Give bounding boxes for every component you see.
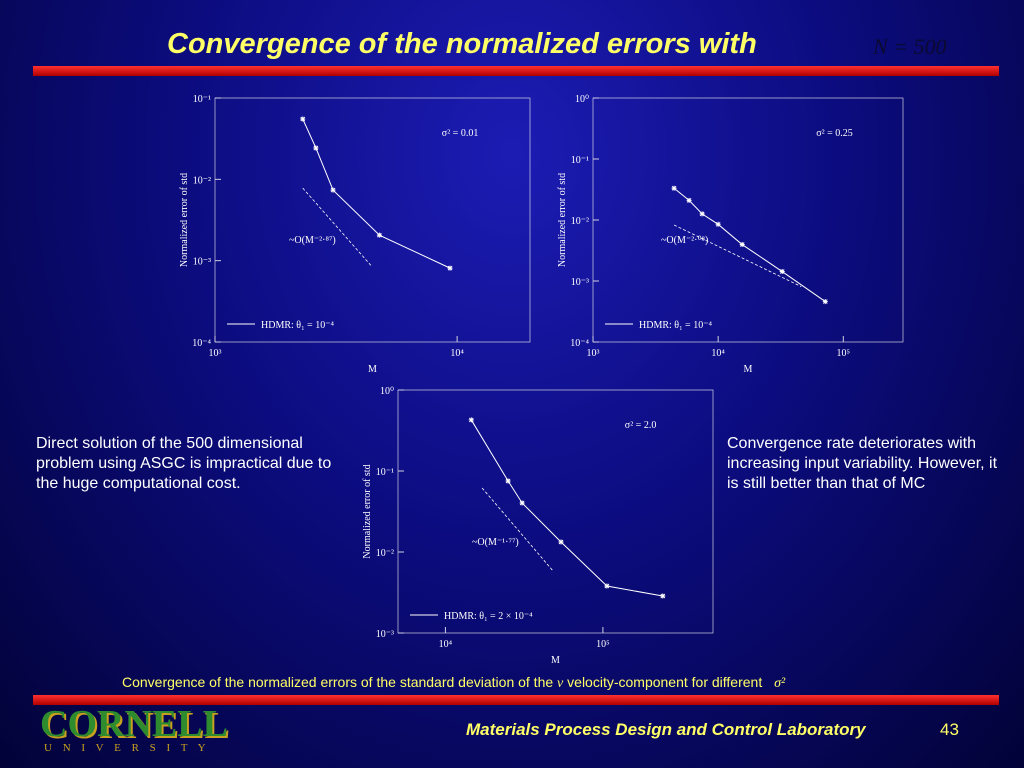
y-tick-label: 10⁻² [376,548,394,559]
x-tick-label: 10⁴ [450,348,464,359]
y-tick-label: 10⁻² [571,216,589,227]
data-point [699,211,705,217]
x-axis-label: M [368,364,377,375]
x-axis-label: M [551,655,560,666]
data-point [671,185,677,191]
plot-frame [214,97,531,343]
plot-frame [592,97,904,343]
legend-label: HDMR: θ₁ = 2 × 10⁻⁴ [444,611,533,622]
left-text: Direct solution of the 500 dimensional p… [36,435,332,492]
page-number: 43 [940,720,959,739]
annotation: σ² = 0.25 [816,128,853,139]
caption: Convergence of the normalized errors of … [122,674,785,692]
y-tick-label: 10⁻⁴ [192,338,211,349]
data-point [300,116,306,122]
lab-name: Materials Process Design and Control Lab… [466,720,866,739]
x-axis-label: M [744,364,753,375]
data-point [660,593,666,599]
x-tick-label: 10⁴ [439,639,453,650]
data-point [558,539,564,545]
x-tick-label: 10³ [209,348,222,359]
logo: CORNELL [40,703,228,745]
reference-line [302,187,372,267]
y-tick-label: 10⁻³ [193,257,211,268]
y-tick-label: 10⁻¹ [376,467,394,478]
reference-label: ~O(M⁻¹·⁷⁷) [472,537,519,548]
title-bar [33,66,999,76]
data-point [604,583,610,589]
data-point [715,221,721,227]
data-point [376,232,382,238]
annotation: σ² = 2.0 [625,420,657,431]
y-axis-label: Normalized error of std [179,173,190,267]
y-tick-label: 10⁻² [193,175,211,186]
y-axis-label: Normalized error of std [362,464,373,558]
reference-label: ~O(M⁻²·⁸⁷) [289,235,336,246]
right-text: Convergence rate deteriorates with incre… [727,435,998,492]
y-tick-label: 10⁰ [575,94,589,105]
y-tick-label: 10⁻³ [571,277,589,288]
x-tick-label: 10³ [587,348,600,359]
plot-frame [397,389,714,634]
reference-label: ~O(M⁻²·⁰⁸) [661,235,708,246]
data-point [505,478,511,484]
x-tick-label: 10⁵ [596,639,610,650]
reference-line [481,487,554,572]
data-point [447,265,453,271]
slide-title: Convergence of the normalized errors wit… [167,28,757,60]
data-point [779,269,785,275]
y-tick-label: 10⁰ [380,386,394,397]
data-point [519,500,525,506]
data-point [739,242,745,248]
y-tick-label: 10⁻¹ [571,155,589,166]
data-point [468,417,474,423]
data-point [313,145,319,151]
reference-line [673,224,802,287]
y-tick-label: 10⁻³ [376,629,394,640]
data-point [822,299,828,305]
x-tick-label: 10⁴ [711,348,725,359]
series-line [470,419,663,597]
y-tick-label: 10⁻¹ [193,94,211,105]
caption-sigma: σ² [774,676,786,691]
title-math: N = 500 [873,34,947,59]
legend-label: HDMR: θ₁ = 10⁻⁴ [261,320,334,331]
caption-symbol: v [557,676,564,691]
legend-label: HDMR: θ₁ = 10⁻⁴ [639,320,712,331]
caption-text: velocity-component for different [567,674,763,690]
footer-bar [33,695,999,705]
y-axis-label: Normalized error of std [557,173,568,267]
x-tick-label: 10⁵ [837,348,851,359]
data-point [330,187,336,193]
annotation: σ² = 0.01 [442,128,479,139]
data-point [686,197,692,203]
logo-sub: U N I V E R S I T Y [44,742,210,754]
y-tick-label: 10⁻⁴ [570,338,589,349]
caption-text: Convergence of the normalized errors of … [122,674,554,690]
